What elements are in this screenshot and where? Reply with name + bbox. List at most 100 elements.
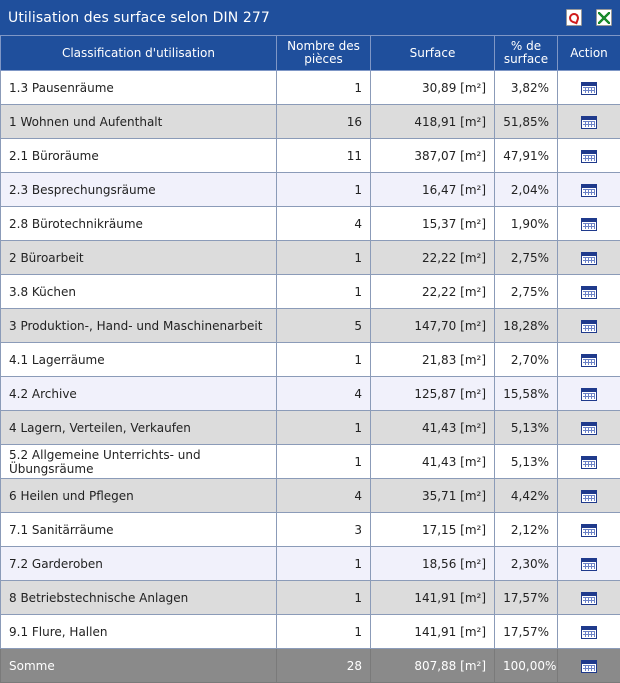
total-percent: 100,00%: [494, 648, 558, 683]
cell-action: [557, 206, 620, 241]
cell-classification: 4.2 Archive: [0, 376, 277, 411]
table-row: 5.2 Allgemeine Unterrichts- und Übungsrä…: [0, 444, 620, 479]
cell-count: 1: [276, 70, 371, 105]
cell-count: 1: [276, 580, 371, 615]
table-view-icon[interactable]: [581, 557, 597, 571]
column-header-action: Action: [557, 35, 620, 71]
column-header-percent-line1: % de: [510, 39, 542, 53]
column-header-percent[interactable]: % de surface: [494, 35, 558, 71]
column-header-surface[interactable]: Surface: [370, 35, 495, 71]
column-header-count-line2: pièces: [304, 52, 343, 66]
total-action: [557, 648, 620, 683]
cell-classification: 2 Büroarbeit: [0, 240, 277, 275]
table-row: 7.1 Sanitärräume 3 17,15 [m²] 2,12%: [0, 512, 620, 547]
cell-percent: 15,58%: [494, 376, 558, 411]
column-header-count[interactable]: Nombre des pièces: [276, 35, 371, 71]
cell-count: 4: [276, 478, 371, 513]
cell-count: 1: [276, 444, 371, 479]
cell-percent: 1,90%: [494, 206, 558, 241]
column-header-classification[interactable]: Classification d'utilisation: [0, 35, 277, 71]
cell-count: 11: [276, 138, 371, 173]
table-view-icon[interactable]: [581, 591, 597, 605]
cell-count: 5: [276, 308, 371, 343]
table-view-icon[interactable]: [581, 523, 597, 537]
cell-percent: 4,42%: [494, 478, 558, 513]
table-view-icon[interactable]: [581, 149, 597, 163]
table-row: 7.2 Garderoben 1 18,56 [m²] 2,30%: [0, 546, 620, 581]
cell-count: 1: [276, 240, 371, 275]
cell-action: [557, 172, 620, 207]
cell-count: 1: [276, 274, 371, 309]
cell-action: [557, 308, 620, 343]
cell-surface: 22,22 [m²]: [370, 274, 495, 309]
table-view-icon[interactable]: [581, 421, 597, 435]
cell-percent: 5,13%: [494, 444, 558, 479]
table-total-row: Somme 28 807,88 [m²] 100,00%: [0, 648, 620, 683]
cell-surface: 41,43 [m²]: [370, 444, 495, 479]
cell-classification: 7.1 Sanitärräume: [0, 512, 277, 547]
cell-percent: 5,13%: [494, 410, 558, 445]
cell-action: [557, 580, 620, 615]
cell-surface: 35,71 [m²]: [370, 478, 495, 513]
cell-count: 1: [276, 172, 371, 207]
cell-classification: 3.8 Küchen: [0, 274, 277, 309]
table-row: 3 Produktion-, Hand- und Maschinenarbeit…: [0, 308, 620, 343]
table-row: 2 Büroarbeit 1 22,22 [m²] 2,75%: [0, 240, 620, 275]
cell-count: 4: [276, 206, 371, 241]
cell-count: 3: [276, 512, 371, 547]
cell-action: [557, 376, 620, 411]
cell-percent: 3,82%: [494, 70, 558, 105]
cell-surface: 18,56 [m²]: [370, 546, 495, 581]
table-row: 4.1 Lagerräume 1 21,83 [m²] 2,70%: [0, 342, 620, 377]
total-surface: 807,88 [m²]: [370, 648, 495, 683]
table-row: 6 Heilen und Pflegen 4 35,71 [m²] 4,42%: [0, 478, 620, 513]
cell-surface: 16,47 [m²]: [370, 172, 495, 207]
pdf-export-icon[interactable]: [566, 9, 582, 26]
column-header-count-line1: Nombre des: [287, 39, 360, 53]
cell-action: [557, 546, 620, 581]
table-row: 3.8 Küchen 1 22,22 [m²] 2,75%: [0, 274, 620, 309]
table-view-icon[interactable]: [581, 319, 597, 333]
cell-classification: 1.3 Pausenräume: [0, 70, 277, 105]
table-view-icon[interactable]: [581, 251, 597, 265]
cell-classification: 6 Heilen und Pflegen: [0, 478, 277, 513]
table-view-icon[interactable]: [581, 659, 597, 673]
cell-classification: 5.2 Allgemeine Unterrichts- und Übungsrä…: [0, 444, 277, 479]
table-view-icon[interactable]: [581, 285, 597, 299]
cell-surface: 141,91 [m²]: [370, 580, 495, 615]
cell-surface: 30,89 [m²]: [370, 70, 495, 105]
cell-surface: 387,07 [m²]: [370, 138, 495, 173]
table-view-icon[interactable]: [581, 115, 597, 129]
table-row: 8 Betriebstechnische Anlagen 1 141,91 [m…: [0, 580, 620, 615]
cell-surface: 141,91 [m²]: [370, 614, 495, 649]
table-view-icon[interactable]: [581, 455, 597, 469]
table-row: 9.1 Flure, Hallen 1 141,91 [m²] 17,57%: [0, 614, 620, 649]
table-view-icon[interactable]: [581, 217, 597, 231]
cell-count: 1: [276, 546, 371, 581]
cell-count: 1: [276, 342, 371, 377]
cell-classification: 1 Wohnen und Aufenthalt: [0, 104, 277, 139]
cell-surface: 15,37 [m²]: [370, 206, 495, 241]
table-view-icon[interactable]: [581, 183, 597, 197]
cell-classification: 8 Betriebstechnische Anlagen: [0, 580, 277, 615]
table-view-icon[interactable]: [581, 387, 597, 401]
total-label: Somme: [0, 648, 277, 683]
cell-percent: 2,75%: [494, 240, 558, 275]
table-view-icon[interactable]: [581, 81, 597, 95]
table-view-icon[interactable]: [581, 625, 597, 639]
cell-percent: 47,91%: [494, 138, 558, 173]
column-header-percent-line2: surface: [503, 52, 549, 66]
surface-table: Classification d'utilisation Nombre des …: [0, 35, 620, 683]
table-view-icon[interactable]: [581, 489, 597, 503]
table-row: 2.8 Bürotechnikräume 4 15,37 [m²] 1,90%: [0, 206, 620, 241]
cell-classification: 3 Produktion-, Hand- und Maschinenarbeit: [0, 308, 277, 343]
cell-surface: 418,91 [m²]: [370, 104, 495, 139]
cell-surface: 22,22 [m²]: [370, 240, 495, 275]
cell-action: [557, 444, 620, 479]
cell-action: [557, 138, 620, 173]
cell-action: [557, 614, 620, 649]
excel-export-icon[interactable]: [596, 9, 612, 26]
cell-classification: 4 Lagern, Verteilen, Verkaufen: [0, 410, 277, 445]
cell-classification: 7.2 Garderoben: [0, 546, 277, 581]
table-view-icon[interactable]: [581, 353, 597, 367]
